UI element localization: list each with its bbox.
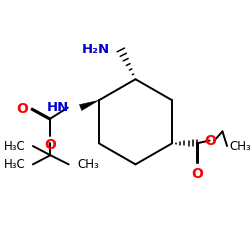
Text: CH₃: CH₃ bbox=[78, 158, 100, 171]
Text: H₃C: H₃C bbox=[4, 140, 26, 152]
Text: O: O bbox=[44, 138, 56, 152]
Text: O: O bbox=[205, 134, 216, 147]
Text: CH₃: CH₃ bbox=[229, 140, 250, 152]
Text: O: O bbox=[191, 167, 203, 181]
Text: H₂N: H₂N bbox=[82, 44, 110, 57]
Polygon shape bbox=[79, 100, 99, 110]
Text: H₃C: H₃C bbox=[4, 158, 26, 171]
Text: O: O bbox=[16, 102, 28, 116]
Text: HN: HN bbox=[46, 101, 69, 114]
